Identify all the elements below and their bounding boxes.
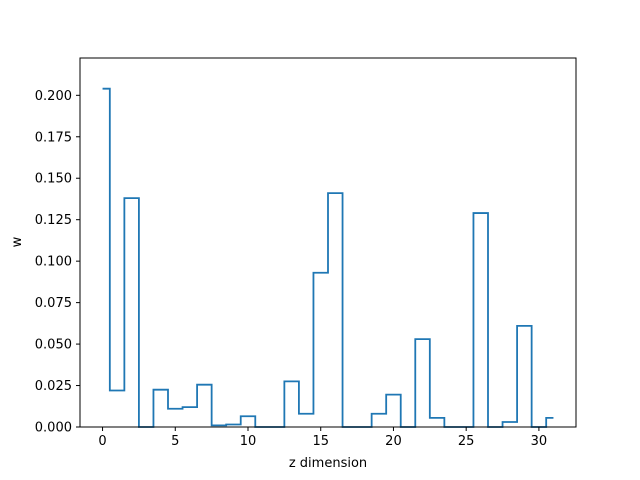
x-axis: 0 5 10 15 20 25 30 bbox=[98, 427, 547, 449]
y-tick-label: 0.175 bbox=[35, 130, 72, 145]
x-tick-label: 10 bbox=[240, 434, 257, 449]
x-tick-label: 15 bbox=[312, 434, 329, 449]
y-tick-label: 0.100 bbox=[35, 255, 72, 270]
x-tick-label: 30 bbox=[531, 434, 548, 449]
x-axis-label: z dimension bbox=[289, 456, 367, 471]
series-line-0 bbox=[102, 87, 554, 428]
y-tick-label: 0.050 bbox=[35, 338, 72, 353]
x-tick-label: 0 bbox=[98, 434, 106, 449]
plot-area bbox=[102, 87, 554, 428]
y-tick-label: 0.150 bbox=[35, 172, 72, 187]
y-tick-label: 0.075 bbox=[35, 296, 72, 311]
y-tick-label: 0.200 bbox=[35, 89, 72, 104]
y-axis-label: w bbox=[10, 236, 25, 247]
x-tick-label: 20 bbox=[385, 434, 402, 449]
axes-frame bbox=[79, 57, 577, 428]
y-axis: 0.000 0.025 0.050 0.075 0.100 0.125 0.150 0.175… bbox=[35, 89, 80, 436]
y-tick-label: 0.025 bbox=[35, 379, 72, 394]
y-tick-label: 0.125 bbox=[35, 213, 72, 228]
y-tick-label: 0.000 bbox=[35, 421, 72, 436]
x-tick-label: 25 bbox=[458, 434, 475, 449]
x-tick-label: 5 bbox=[171, 434, 179, 449]
